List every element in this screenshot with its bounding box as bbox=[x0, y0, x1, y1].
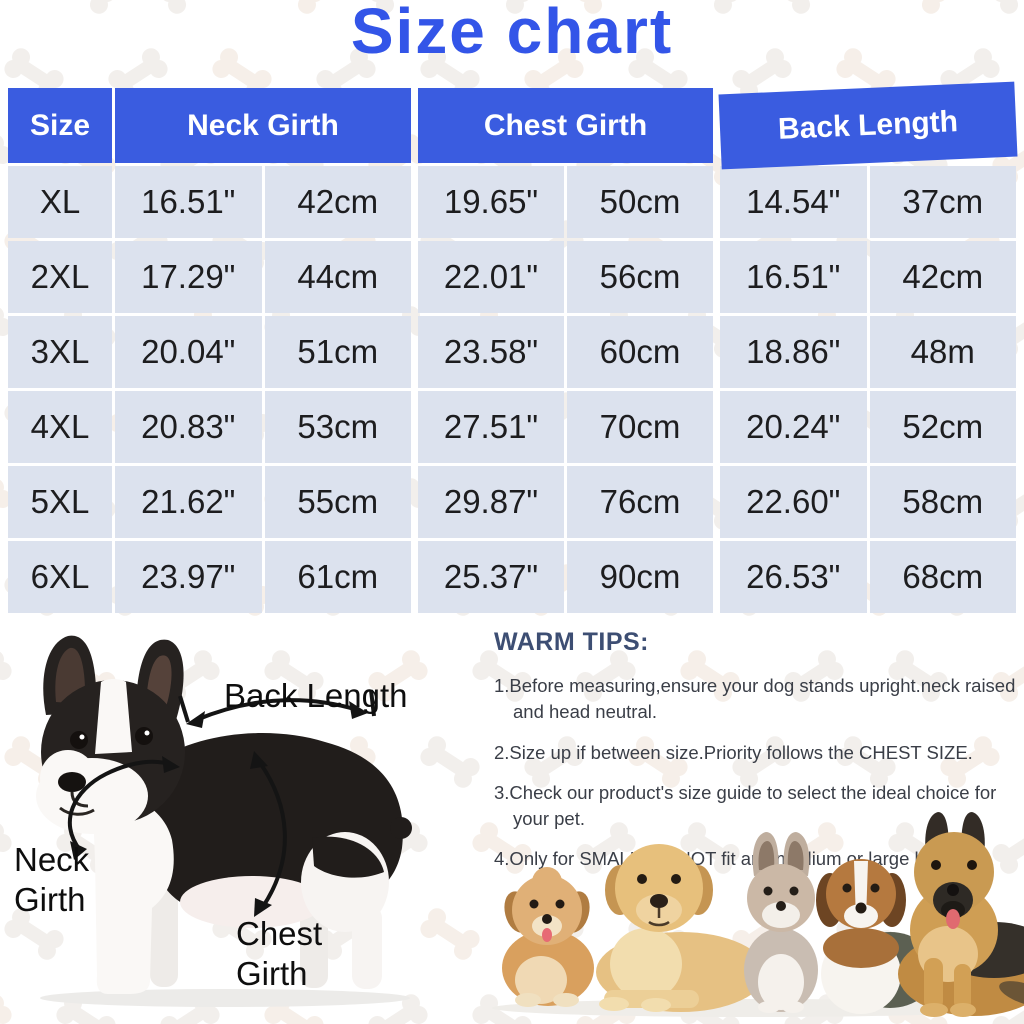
neck-inches: 23.97" bbox=[115, 541, 262, 613]
warm-tips-section: WARM TIPS: 1.Before measuring,ensure you… bbox=[494, 628, 1018, 887]
header-back-length: Back Length bbox=[718, 81, 1018, 170]
neck-girth-label: Neck Girth bbox=[14, 841, 90, 918]
size-value: 2XL bbox=[8, 241, 112, 313]
labrador bbox=[596, 844, 766, 1012]
chest-cm: 50cm bbox=[567, 166, 713, 238]
havanese-puppy bbox=[502, 867, 594, 1007]
neck-cm: 61cm bbox=[264, 541, 411, 613]
table-row: 6XL 23.97" 61cm 25.37" 90cm 26.53" 68cm bbox=[8, 541, 1016, 613]
neck-girth-arrow bbox=[68, 756, 180, 860]
chest-cm: 56cm bbox=[567, 241, 713, 313]
table-row: XL 16.51" 42cm 19.65" 50cm 14.54" 37cm bbox=[8, 166, 1016, 238]
french-bulldog bbox=[744, 832, 818, 1013]
chest-girth-arrow bbox=[250, 751, 287, 917]
neck-inches: 21.62" bbox=[115, 466, 262, 538]
back-inches: 18.86" bbox=[720, 316, 867, 388]
header-neck-girth: Neck Girth bbox=[115, 88, 411, 163]
warm-tips-heading: WARM TIPS: bbox=[494, 628, 649, 656]
neck-cm: 53cm bbox=[264, 391, 411, 463]
neck-inches: 16.51" bbox=[115, 166, 262, 238]
size-table: Size Neck Girth Chest Girth Back Length … bbox=[8, 81, 1018, 616]
chest-inches: 27.51" bbox=[418, 391, 564, 463]
size-value: 5XL bbox=[8, 466, 112, 538]
table-row: 2XL 17.29" 44cm 22.01" 56cm 16.51" 42cm bbox=[8, 241, 1016, 313]
chest-inches: 19.65" bbox=[418, 166, 564, 238]
chest-inches: 25.37" bbox=[418, 541, 564, 613]
size-value: 6XL bbox=[8, 541, 112, 613]
size-value: XL bbox=[8, 166, 112, 238]
chest-inches: 22.01" bbox=[418, 241, 564, 313]
back-length-label: Back Length bbox=[224, 677, 408, 714]
back-inches: 26.53" bbox=[720, 541, 867, 613]
dog-breeds-illustration bbox=[492, 812, 1024, 1017]
header-chest-girth: Chest Girth bbox=[418, 88, 713, 163]
back-inches: 20.24" bbox=[720, 391, 867, 463]
tip-item: 3.Check our product's size guide to sele… bbox=[494, 781, 997, 830]
size-value: 4XL bbox=[8, 391, 112, 463]
dog-breeds-photo bbox=[486, 798, 1024, 1022]
size-value: 3XL bbox=[8, 316, 112, 388]
chest-cm: 60cm bbox=[567, 316, 713, 388]
back-cm: 68cm bbox=[869, 541, 1016, 613]
neck-inches: 17.29" bbox=[115, 241, 262, 313]
chest-inches: 29.87" bbox=[418, 466, 564, 538]
neck-cm: 55cm bbox=[264, 466, 411, 538]
french-bulldog-illustration bbox=[36, 635, 412, 1007]
back-length-arrow bbox=[178, 689, 376, 728]
back-inches: 16.51" bbox=[720, 241, 867, 313]
header-size: Size bbox=[8, 88, 112, 163]
tip-item: 1.Before measuring,ensure your dog stand… bbox=[494, 675, 1016, 723]
neck-inches: 20.04" bbox=[115, 316, 262, 388]
chest-cm: 76cm bbox=[567, 466, 713, 538]
back-inches: 22.60" bbox=[720, 466, 867, 538]
chest-cm: 90cm bbox=[567, 541, 713, 613]
tip-item: 2.Size up if between size.Priority follo… bbox=[494, 741, 973, 763]
back-cm: 42cm bbox=[869, 241, 1016, 313]
table-row: 5XL 21.62" 55cm 29.87" 76cm 22.60" 58cm bbox=[8, 466, 1016, 538]
german-shepherd bbox=[898, 812, 1024, 1017]
table-row: 3XL 20.04" 51cm 23.58" 60cm 18.86" 48m bbox=[8, 316, 1016, 388]
page-title: Size chart bbox=[350, 0, 674, 67]
back-cm: 48m bbox=[869, 316, 1016, 388]
neck-cm: 51cm bbox=[264, 316, 411, 388]
back-cm: 37cm bbox=[869, 166, 1016, 238]
neck-inches: 20.83" bbox=[115, 391, 262, 463]
table-header-row: Size Neck Girth Chest Girth Back Length bbox=[8, 81, 1018, 170]
chest-inches: 23.58" bbox=[418, 316, 564, 388]
measurement-diagram: Back Length Neck Girth Chest Girth bbox=[0, 620, 480, 1022]
table-row: 4XL 20.83" 53cm 27.51" 70cm 20.24" 52cm bbox=[8, 391, 1016, 463]
neck-cm: 42cm bbox=[264, 166, 411, 238]
neck-cm: 44cm bbox=[264, 241, 411, 313]
back-inches: 14.54" bbox=[720, 166, 867, 238]
chest-cm: 70cm bbox=[567, 391, 713, 463]
back-cm: 58cm bbox=[869, 466, 1016, 538]
back-cm: 52cm bbox=[869, 391, 1016, 463]
chest-girth-label: Chest Girth bbox=[236, 915, 323, 992]
